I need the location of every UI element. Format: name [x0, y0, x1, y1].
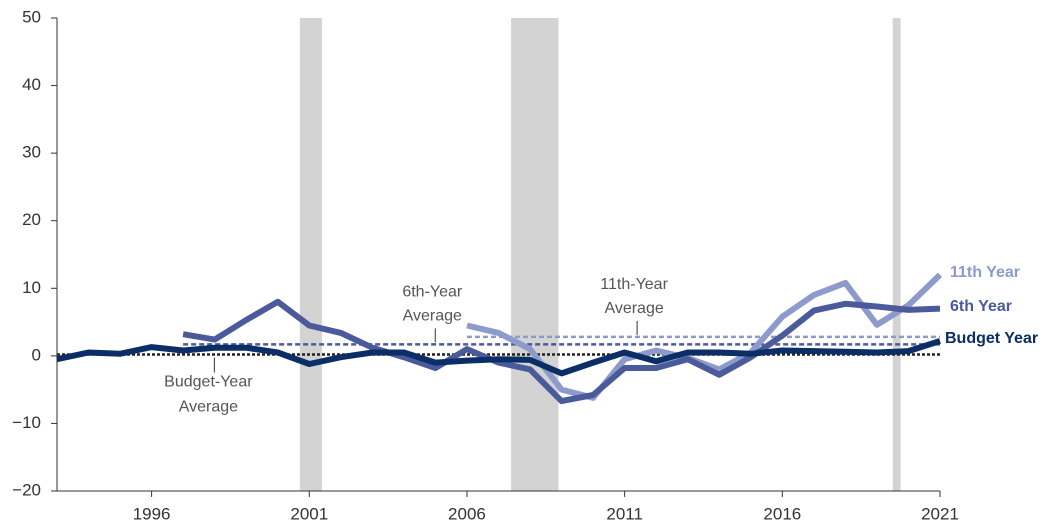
x-tick-label: 2006	[448, 504, 486, 523]
series-line	[56, 338, 941, 377]
y-tick-label: 50	[22, 7, 41, 26]
x-tick-label: 1996	[133, 504, 171, 523]
recession-band	[892, 18, 901, 491]
y-tick-label: 40	[22, 75, 41, 94]
annotation: Average	[403, 308, 462, 325]
y-tick-label: 20	[22, 210, 41, 229]
y-tick-label: 10	[22, 278, 41, 297]
x-tick-label: 2016	[763, 504, 801, 523]
x-tick-label: 2021	[921, 504, 959, 523]
annotation: Average	[604, 300, 663, 317]
y-tick-label: 0	[32, 345, 41, 364]
annotation: 6th-Year	[402, 284, 463, 301]
y-tick-label: −20	[12, 480, 41, 499]
y-tick-label: −10	[12, 413, 41, 432]
annotation: 11th-Year	[600, 276, 668, 293]
recession-band	[299, 18, 322, 491]
recession-band	[511, 18, 559, 491]
annotation: Budget-Year	[164, 374, 253, 391]
series-label: Budget Year	[945, 330, 1038, 347]
series-label: 11th Year	[950, 264, 1020, 281]
x-tick-label: 2011	[606, 504, 643, 523]
series-label: 6th Year	[950, 298, 1012, 315]
series-line	[182, 298, 941, 405]
x-tick-label: 2001	[290, 504, 328, 523]
annotation: Average	[179, 399, 238, 416]
y-tick-label: 30	[22, 143, 41, 162]
